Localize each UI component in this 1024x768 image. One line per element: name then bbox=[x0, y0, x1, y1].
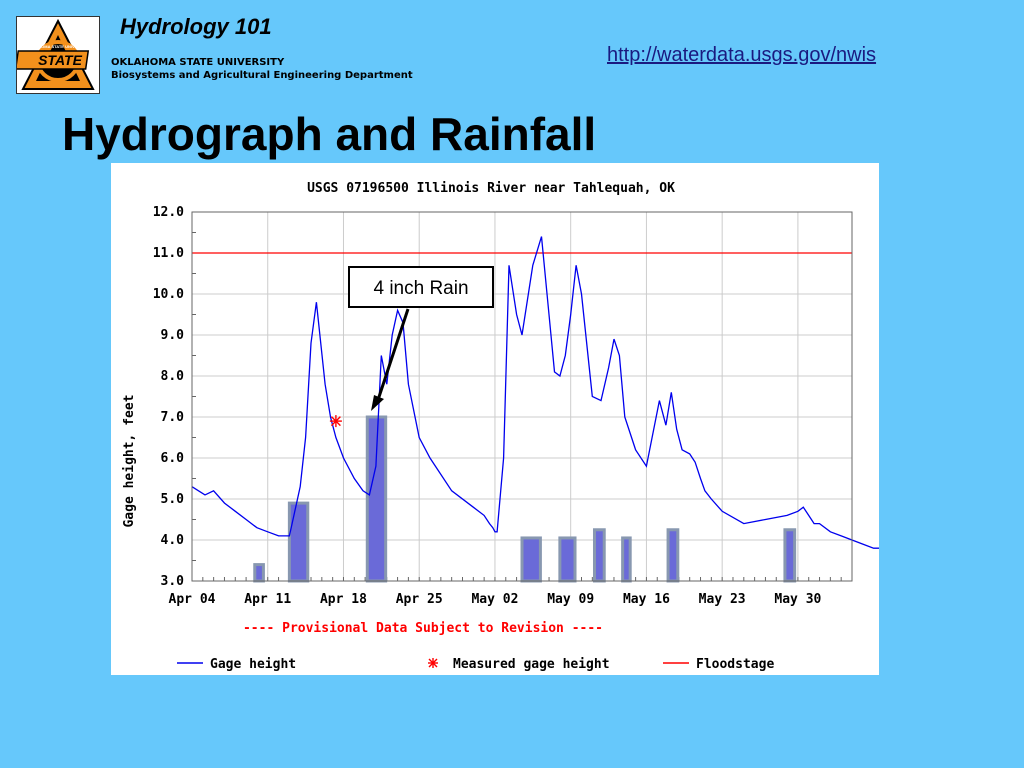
rain-bar bbox=[253, 563, 265, 583]
y-tick-label: 3.0 bbox=[161, 574, 185, 589]
hydrograph-chart: USGS 07196500 Illinois River near Tahleq… bbox=[111, 163, 879, 675]
osu-logo: STATE OKLAHOMA STATE UNIVERSITY bbox=[14, 16, 100, 94]
x-tick-label: May 30 bbox=[774, 592, 821, 607]
y-tick-label: 10.0 bbox=[153, 287, 184, 302]
x-tick-label: Apr 25 bbox=[396, 592, 443, 607]
x-tick-labels: Apr 04 Apr 11 Apr 18 Apr 25 May 02 May 09 May … bbox=[169, 592, 822, 607]
y-tick-label: 8.0 bbox=[161, 369, 185, 384]
provisional-notice: ---- Provisional Data Subject to Revisio… bbox=[243, 621, 603, 636]
y-tick-label: 7.0 bbox=[161, 410, 185, 425]
plot-frame bbox=[191, 211, 853, 582]
y-tick-label: 11.0 bbox=[153, 246, 184, 261]
rain-bar bbox=[592, 528, 606, 583]
y-tick-label: 12.0 bbox=[153, 205, 184, 220]
legend-measured-swatch bbox=[428, 658, 438, 668]
annotation-text: 4 inch Rain bbox=[373, 278, 468, 299]
legend-flood-label: Floodstage bbox=[696, 657, 774, 672]
y-tick-labels: 3.0 4.0 5.0 6.0 7.0 8.0 9.0 10.0 11.0 12.0 bbox=[153, 205, 184, 589]
legend-gage-label: Gage height bbox=[210, 657, 296, 672]
rain-annotation: 4 inch Rain bbox=[348, 266, 494, 411]
x-tick-label: May 23 bbox=[699, 592, 746, 607]
chart-title: USGS 07196500 Illinois River near Tahleq… bbox=[307, 181, 675, 196]
y-axis-label: Gage height, feet bbox=[122, 394, 137, 527]
nwis-link[interactable]: http://waterdata.usgs.gov/nwis bbox=[607, 44, 877, 66]
x-tick-label: Apr 11 bbox=[244, 592, 291, 607]
legend-measured-label: Measured gage height bbox=[453, 657, 610, 672]
x-tick-label: May 02 bbox=[471, 592, 518, 607]
slide-title: Hydrograph and Rainfall bbox=[62, 108, 597, 160]
x-tick-label: Apr 18 bbox=[320, 592, 367, 607]
gage-height-line bbox=[191, 236, 879, 549]
university-name: OKLAHOMA STATE UNIVERSITY bbox=[111, 57, 285, 68]
osu-logo-icon: STATE OKLAHOMA STATE UNIVERSITY bbox=[14, 18, 95, 90]
x-tick-label: Apr 04 bbox=[169, 592, 216, 607]
rain-bars bbox=[253, 415, 797, 583]
measured-point bbox=[329, 415, 342, 428]
measured-points bbox=[329, 415, 342, 428]
rain-bar bbox=[783, 528, 797, 583]
annotation-arrowhead bbox=[371, 395, 384, 411]
department-name: Biosystems and Agricultural Engineering … bbox=[111, 70, 413, 81]
annotation-box bbox=[348, 266, 494, 308]
annotation-arrow bbox=[375, 308, 410, 404]
svg-text:OKLAHOMA STATE UNIVERSITY: OKLAHOMA STATE UNIVERSITY bbox=[27, 44, 89, 49]
y-tick-label: 9.0 bbox=[161, 328, 185, 343]
x-tick-label: May 09 bbox=[547, 592, 594, 607]
course-title: Hydrology 101 bbox=[120, 14, 272, 39]
y-tick-label: 6.0 bbox=[161, 451, 185, 466]
legend: Gage height Measured gage height Floodst… bbox=[177, 657, 774, 672]
x-tick-label: May 16 bbox=[623, 592, 670, 607]
rain-bar bbox=[558, 536, 577, 583]
rain-bar bbox=[621, 536, 632, 583]
y-tick-label: 4.0 bbox=[161, 533, 185, 548]
svg-text:STATE: STATE bbox=[38, 52, 82, 68]
rain-bar bbox=[666, 528, 680, 583]
rain-bar bbox=[287, 501, 310, 583]
hydrograph-svg: USGS 07196500 Illinois River near Tahleq… bbox=[122, 181, 879, 672]
university-block: OKLAHOMA STATE UNIVERSITY Biosystems and… bbox=[111, 56, 413, 82]
rain-bar bbox=[520, 536, 542, 583]
y-tick-label: 5.0 bbox=[161, 492, 185, 507]
